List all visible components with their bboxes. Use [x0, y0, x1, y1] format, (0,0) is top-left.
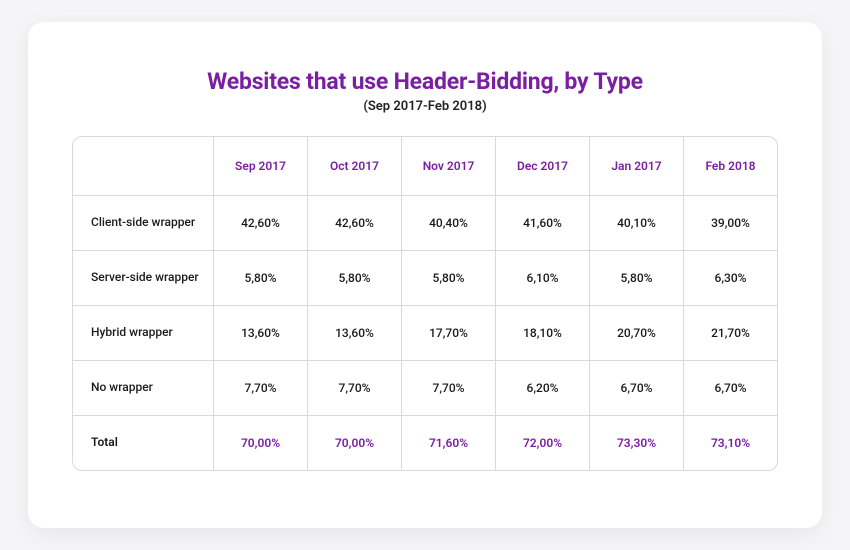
table-cell: 40,40% — [401, 196, 495, 250]
table-row: No wrapper 7,70% 7,70% 7,70% 6,20% 6,70%… — [73, 360, 777, 415]
page-title: Websites that use Header-Bidding, by Typ… — [72, 68, 778, 95]
row-label-total: Total — [73, 416, 213, 470]
total-cell: 72,00% — [495, 416, 589, 470]
column-header: Sep 2017 — [213, 137, 307, 195]
total-cell: 73,10% — [683, 416, 777, 470]
table-cell: 6,10% — [495, 251, 589, 305]
table-cell: 5,80% — [589, 251, 683, 305]
table-cell: 21,70% — [683, 306, 777, 360]
table-cell: 7,70% — [307, 361, 401, 415]
row-label: No wrapper — [73, 361, 213, 415]
row-label: Client-side wrapper — [73, 196, 213, 250]
table-cell: 13,60% — [213, 306, 307, 360]
table-cell: 7,70% — [213, 361, 307, 415]
table-header-row: Sep 2017 Oct 2017 Nov 2017 Dec 2017 Jan … — [73, 137, 777, 195]
table-cell: 5,80% — [401, 251, 495, 305]
header-empty-cell — [73, 137, 213, 195]
table-row: Client-side wrapper 42,60% 42,60% 40,40%… — [73, 195, 777, 250]
row-label: Server-side wrapper — [73, 251, 213, 305]
table-cell: 39,00% — [683, 196, 777, 250]
total-cell: 71,60% — [401, 416, 495, 470]
table-cell: 18,10% — [495, 306, 589, 360]
table-cell: 5,80% — [213, 251, 307, 305]
column-header: Oct 2017 — [307, 137, 401, 195]
data-card: Websites that use Header-Bidding, by Typ… — [28, 22, 822, 528]
table-cell: 6,70% — [589, 361, 683, 415]
table-cell: 20,70% — [589, 306, 683, 360]
row-label: Hybrid wrapper — [73, 306, 213, 360]
table-total-row: Total 70,00% 70,00% 71,60% 72,00% 73,30%… — [73, 415, 777, 470]
total-cell: 70,00% — [213, 416, 307, 470]
page-subtitle: (Sep 2017-Feb 2018) — [72, 99, 778, 114]
table-cell: 6,70% — [683, 361, 777, 415]
table-cell: 6,30% — [683, 251, 777, 305]
column-header: Jan 2017 — [589, 137, 683, 195]
table-cell: 41,60% — [495, 196, 589, 250]
table-cell: 42,60% — [307, 196, 401, 250]
column-header: Feb 2018 — [683, 137, 777, 195]
table-cell: 7,70% — [401, 361, 495, 415]
table-row: Server-side wrapper 5,80% 5,80% 5,80% 6,… — [73, 250, 777, 305]
table-cell: 17,70% — [401, 306, 495, 360]
table-cell: 5,80% — [307, 251, 401, 305]
data-table: Sep 2017 Oct 2017 Nov 2017 Dec 2017 Jan … — [72, 136, 778, 471]
total-cell: 73,30% — [589, 416, 683, 470]
table-cell: 42,60% — [213, 196, 307, 250]
table-cell: 40,10% — [589, 196, 683, 250]
column-header: Dec 2017 — [495, 137, 589, 195]
table-cell: 6,20% — [495, 361, 589, 415]
table-row: Hybrid wrapper 13,60% 13,60% 17,70% 18,1… — [73, 305, 777, 360]
column-header: Nov 2017 — [401, 137, 495, 195]
table-cell: 13,60% — [307, 306, 401, 360]
total-cell: 70,00% — [307, 416, 401, 470]
